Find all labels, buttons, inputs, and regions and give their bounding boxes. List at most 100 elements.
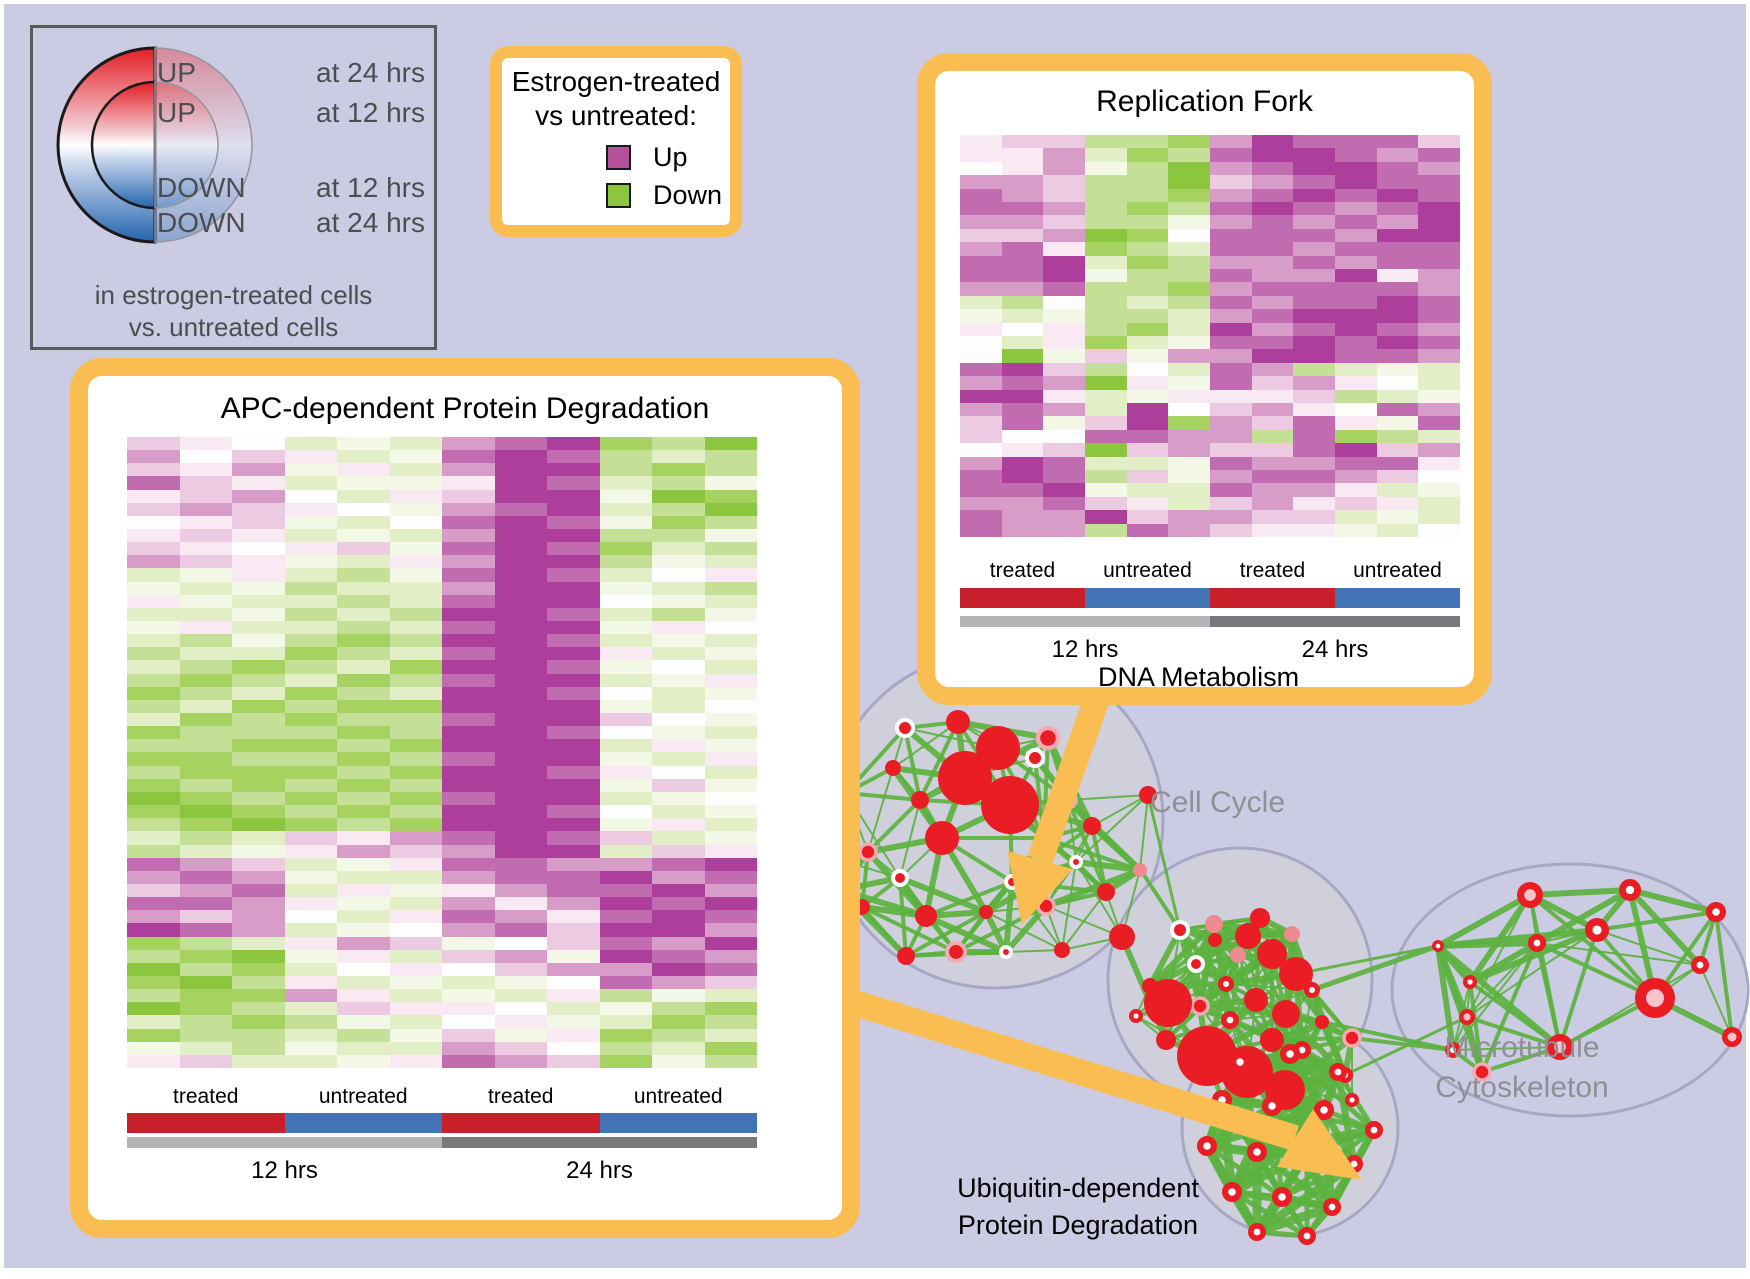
heatmap-cell — [1043, 268, 1085, 283]
network-edge — [1699, 964, 1733, 1038]
heatmap-cell — [1376, 523, 1419, 537]
network-node-rw — [1279, 1043, 1300, 1064]
heatmap-cell — [599, 713, 652, 727]
apc-condition-bar-3 — [599, 1113, 757, 1133]
heatmap-cell — [704, 726, 757, 740]
heatmap-cell — [1210, 416, 1252, 430]
heatmap-cell — [704, 923, 757, 937]
heatmap-cell — [652, 1015, 705, 1029]
heatmap-cell — [232, 831, 285, 845]
heatmap-cell — [1126, 322, 1169, 336]
heatmap-cell — [652, 463, 705, 477]
heatmap-cell — [232, 1028, 285, 1042]
heatmap-cell — [127, 857, 180, 871]
heatmap-cell — [284, 870, 337, 884]
heatmap-cell — [599, 1002, 652, 1016]
heatmap-cell — [1085, 188, 1127, 202]
heatmap-cell — [599, 529, 652, 543]
heatmap-cell — [389, 476, 442, 490]
rf-condition-bar-2 — [1210, 588, 1335, 608]
rf-condition-bar-1 — [1085, 588, 1210, 608]
heatmap-cell — [389, 542, 442, 556]
heatmap-cell — [652, 739, 705, 753]
network-node-rw — [1431, 939, 1444, 952]
heatmap-cell — [337, 555, 390, 569]
heatmap-cell — [179, 962, 232, 976]
heatmap-cell — [1293, 416, 1335, 430]
heatmap-cell — [494, 713, 547, 727]
heatmap-cell — [547, 1041, 600, 1055]
network-edge — [1627, 887, 1703, 968]
heatmap-cell — [1418, 469, 1460, 484]
heatmap-cell — [232, 752, 285, 766]
heatmap-cell — [442, 502, 495, 516]
heatmap-cell — [179, 686, 232, 700]
network-edge — [1481, 1045, 1561, 1074]
heatmap-cell — [1376, 282, 1419, 296]
network-node-s — [1156, 1030, 1176, 1050]
network-node-s — [1054, 942, 1070, 958]
heatmap-cell — [1293, 389, 1335, 403]
heatmap-cell — [704, 897, 757, 911]
heatmap-cell — [179, 647, 232, 661]
heatmap-cell — [1418, 255, 1460, 269]
heatmap-cell — [389, 660, 442, 674]
heatmap-cell — [127, 897, 180, 911]
heatmap-cell — [179, 739, 232, 753]
network-bridge-edge — [1146, 794, 1182, 931]
heatmap-cell — [179, 713, 232, 727]
heatmap-cell — [442, 897, 495, 911]
heatmap-cell — [284, 437, 337, 451]
heatmap-cell — [127, 713, 180, 727]
heatmap-cell — [232, 660, 285, 674]
heatmap-cell — [494, 870, 547, 884]
heatmap-cell — [389, 818, 442, 832]
heatmap-cell — [389, 989, 442, 1003]
heatmap-cell — [232, 805, 285, 819]
heatmap-cell — [1418, 215, 1460, 229]
heatmap-cell — [179, 529, 232, 543]
heatmap-cell — [1168, 429, 1210, 444]
heatmap-cell — [704, 660, 757, 674]
heatmap-cell — [1251, 282, 1294, 296]
heatmap-cell — [704, 699, 757, 714]
heatmap-cell — [494, 515, 547, 530]
heatmap-cell — [1376, 376, 1419, 390]
heatmap-cell — [494, 1041, 547, 1055]
heatmap-cell — [960, 416, 1002, 430]
heatmap-cell — [1126, 469, 1169, 484]
heatmap-cell — [1001, 255, 1044, 269]
heatmap-cell — [127, 542, 180, 556]
heatmap-cell — [337, 713, 390, 727]
heatmap-cell — [1335, 523, 1377, 537]
network-bridge-edge — [1140, 870, 1182, 932]
rf-condition-bar-0 — [960, 588, 1085, 608]
heatmap-cell — [652, 857, 705, 871]
network-node-pk — [1133, 863, 1147, 877]
heatmap-cell — [599, 463, 652, 477]
heatmap-cell — [704, 1015, 757, 1029]
heatmap-cell — [1293, 523, 1335, 537]
heatmap-cell — [1085, 416, 1127, 430]
heatmap-cell — [284, 726, 337, 740]
heatmap-cell — [547, 502, 600, 516]
network-edge — [1529, 887, 1631, 898]
heatmap-cell — [1001, 161, 1044, 176]
heatmap-cell — [494, 489, 547, 503]
heatmap-cell — [1293, 483, 1335, 497]
heatmap-cell — [1376, 322, 1419, 336]
heatmap-cell — [1043, 309, 1085, 323]
heatmap-cell — [1335, 416, 1377, 430]
heatmap-cell — [127, 805, 180, 819]
heatmap-cell — [127, 568, 180, 582]
heatmap-cell — [960, 322, 1002, 336]
heatmap-cell — [547, 607, 600, 622]
heatmap-cell — [1335, 148, 1377, 162]
microtubule-cytoskeleton-label: Microtubule Cytoskeleton — [1392, 1028, 1652, 1108]
heatmap-cell — [599, 450, 652, 464]
rf-time-bar-1 — [1210, 616, 1460, 627]
heatmap-cell — [652, 818, 705, 832]
heatmap-cell — [337, 778, 390, 792]
heatmap-cell — [1168, 322, 1210, 336]
